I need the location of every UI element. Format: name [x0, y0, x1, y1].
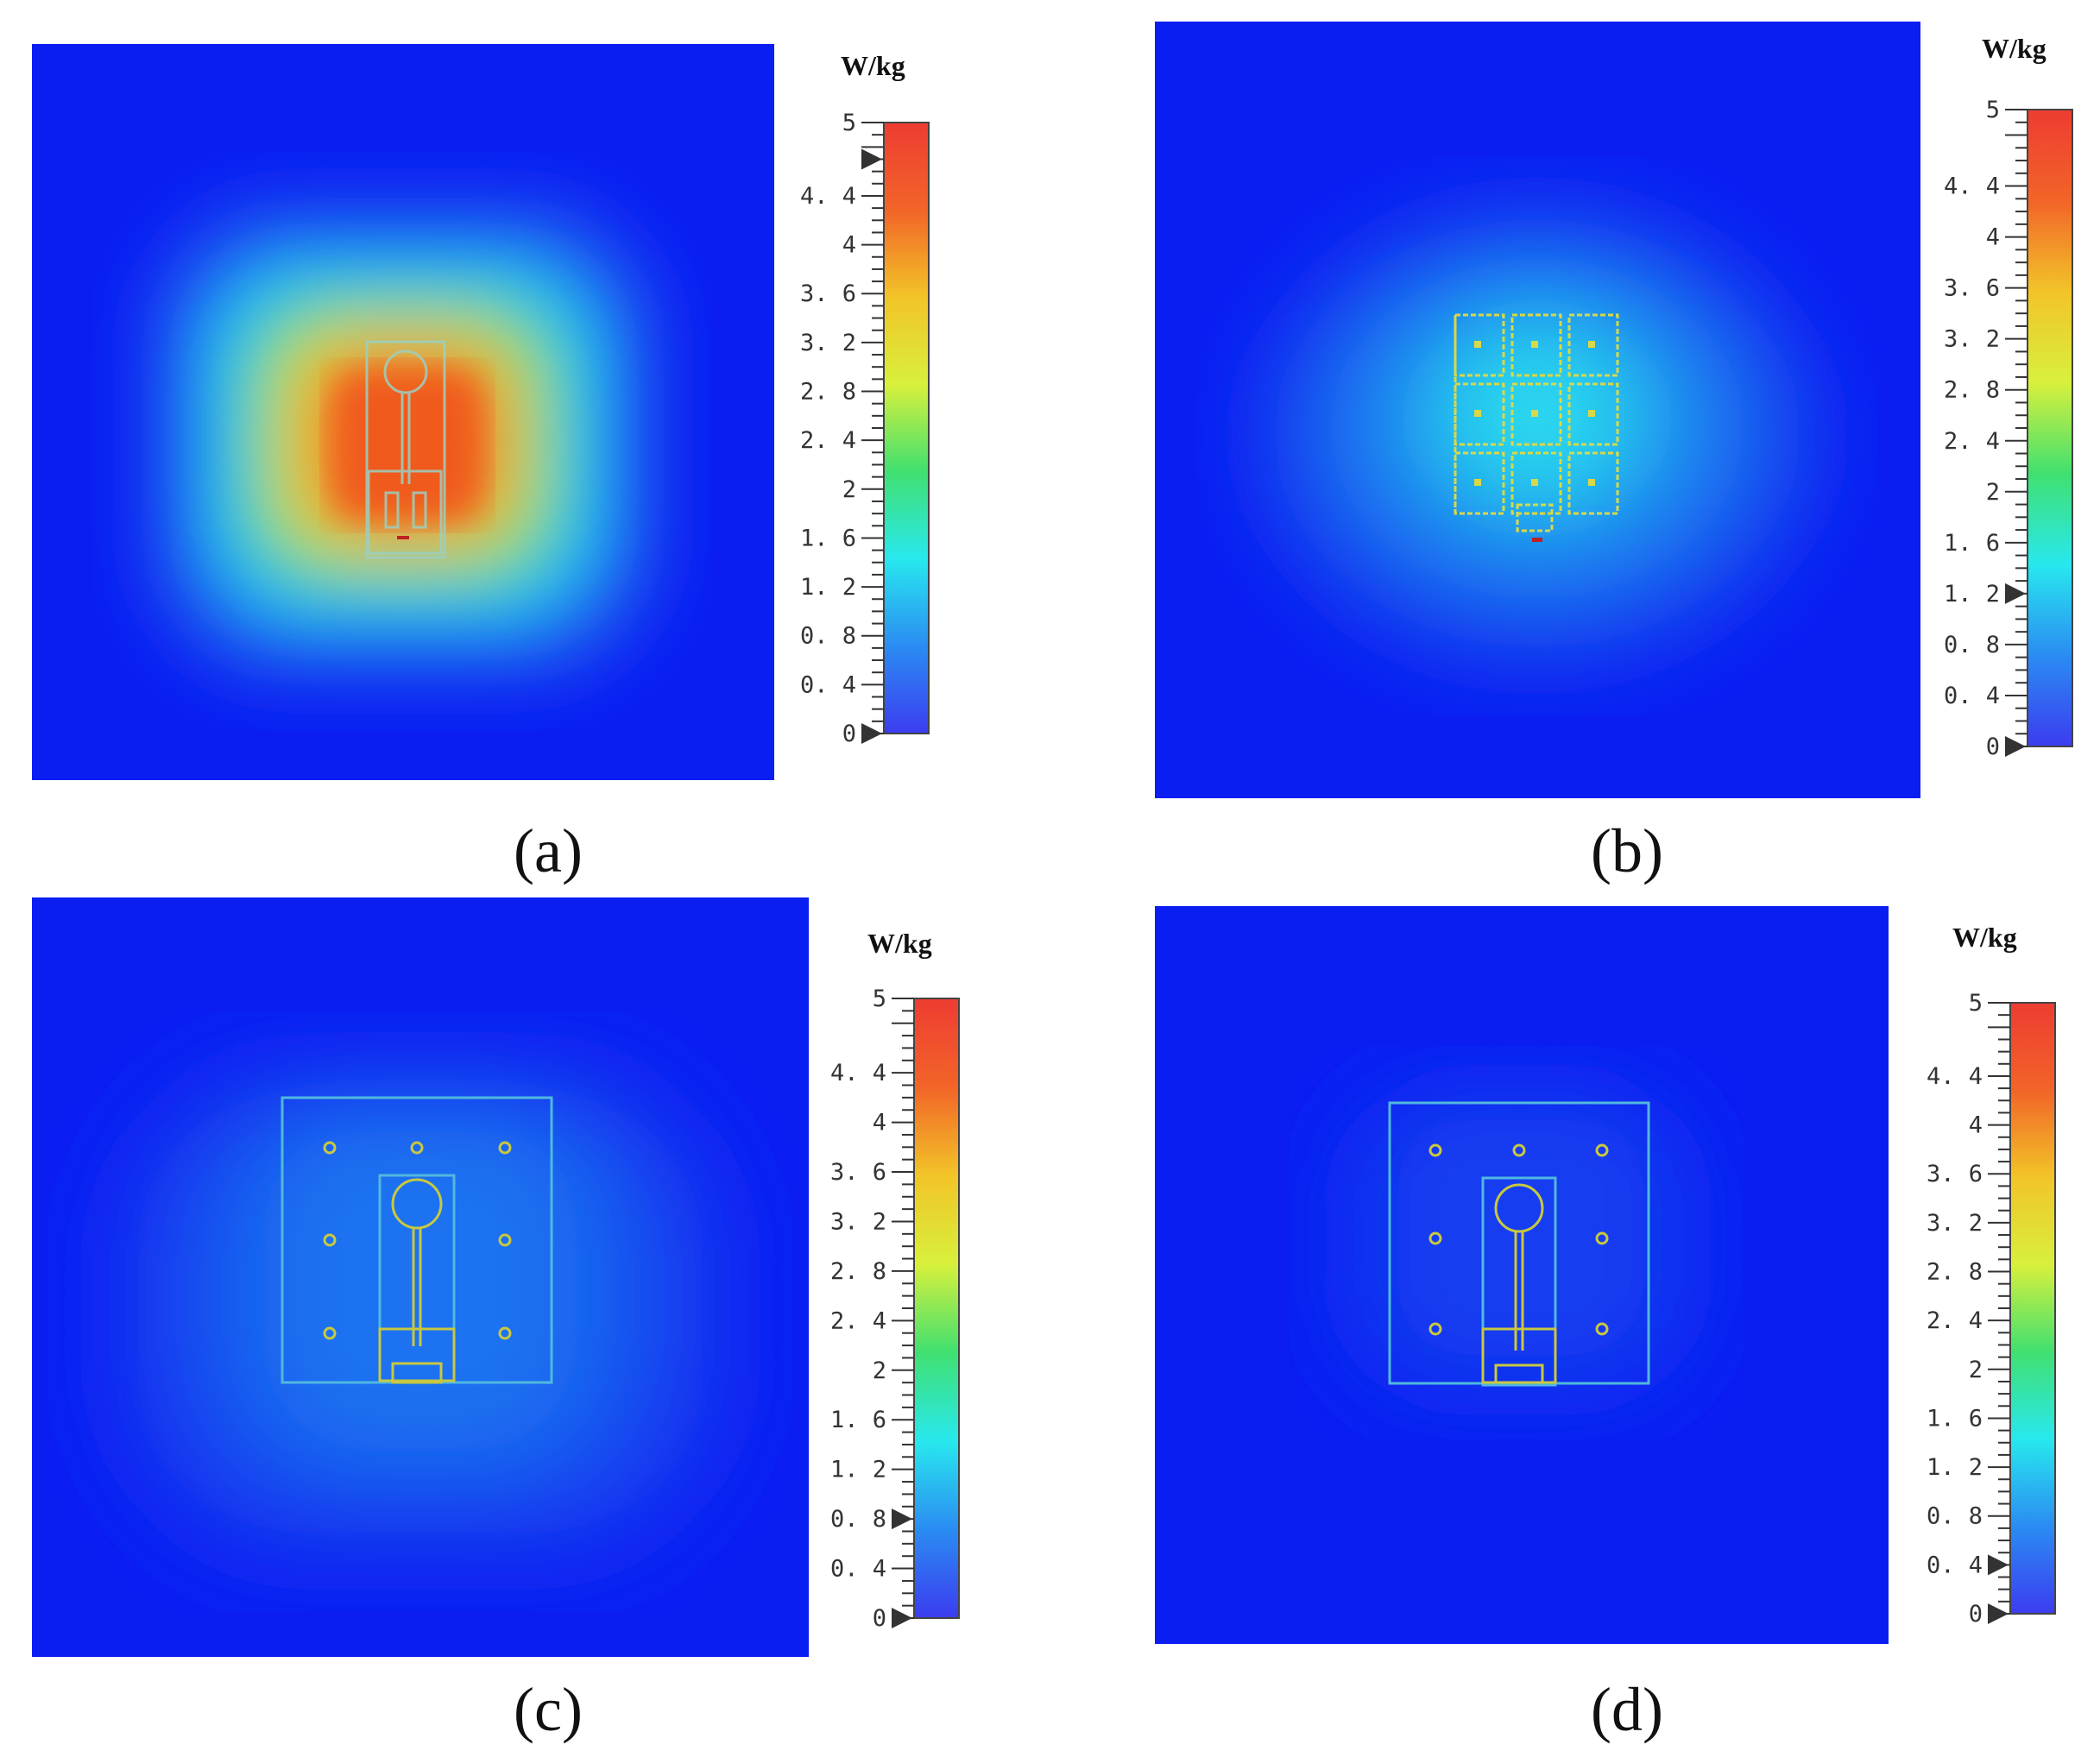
colorbar-tick-label: 2: [842, 476, 856, 503]
colorbar-tick-label: 0: [842, 721, 856, 747]
colorbar-tick-label: 4: [873, 1110, 886, 1137]
sar-map-c: [32, 897, 809, 1657]
antenna-array-outline-b: [1454, 313, 1619, 532]
colorbar-tick-label: 0. 4: [830, 1556, 886, 1583]
colorbar-tick-label: 0: [1986, 734, 2000, 760]
colorbar-tick-label: 2. 4: [1944, 428, 2000, 455]
colorbar-tick-label: 1. 6: [800, 525, 856, 551]
colorbar-tick-label: 3. 2: [800, 330, 856, 356]
unit-label-d: W/kg: [1952, 922, 2017, 953]
colorbar-gradient: [913, 998, 960, 1619]
colorbar-tick-label: 1. 2: [830, 1457, 886, 1483]
unit-label-c: W/kg: [867, 928, 932, 959]
caption-c: (c): [514, 1675, 583, 1744]
colorbar-tick-label: 4: [1986, 224, 2000, 251]
colorbar-tick-label: 1. 6: [1944, 530, 2000, 557]
sar-map-a: [32, 44, 774, 780]
colorbar-tick-label: 1. 6: [1927, 1405, 1983, 1432]
colorbar-d: 5 4. 4 4 3. 6 3. 2 2. 8 2. 4 2 1. 6 1. 2 0. 8 0. 4 0: [1927, 990, 2056, 1628]
colorbar-gradient: [2009, 1002, 2056, 1615]
colorbar-tick-label: 2. 4: [1927, 1307, 1983, 1334]
colorbar-marker: [861, 148, 882, 170]
colorbar-gradient: [2027, 109, 2073, 747]
caption-d: (d): [1591, 1675, 1663, 1744]
colorbar-marker: [2005, 583, 2026, 604]
colorbar-tick-label: 2. 4: [830, 1307, 886, 1334]
colorbar-tick-label: 2: [873, 1357, 886, 1384]
colorbar-tick-label: 3. 6: [800, 280, 856, 307]
colorbar-tick-label: 2. 8: [830, 1258, 886, 1285]
colorbar-c: 5 4. 4 4 3. 6 3. 2 2. 8 2. 4 2 1. 6 1. 2 0. 8 0. 4 0: [830, 986, 960, 1632]
colorbar-tick-label: 3. 2: [1944, 326, 2000, 353]
colorbar-tick-label: 5: [1986, 97, 2000, 123]
unit-label-b: W/kg: [1982, 33, 2046, 64]
colorbar-a: 5 4. 4 4 3. 6 3. 2 2. 8 2. 4 2 1. 6 1. 2 0. 8 0. 4 0: [800, 110, 930, 747]
colorbar-tick-label: 0. 4: [1944, 683, 2000, 709]
sar-map-d: [1155, 906, 1889, 1644]
colorbar-tick-label: 5: [842, 110, 856, 136]
colorbar-tick-label: 1. 2: [1927, 1454, 1983, 1481]
colorbar-tick-label: 3. 2: [1927, 1210, 1983, 1237]
colorbar-tick-label: 3. 6: [1944, 275, 2000, 302]
colorbar-tick-label: 3. 6: [830, 1159, 886, 1186]
unit-label-a: W/kg: [841, 50, 905, 81]
colorbar-b: 5 4. 4 4 3. 6 3. 2 2. 8 2. 4 2 1. 6 1. 2 0. 8 0. 4 0: [1944, 97, 2073, 760]
caption-b: (b): [1591, 816, 1663, 885]
caption-a: (a): [514, 816, 583, 885]
colorbar-tick-label: 0. 4: [1927, 1552, 1983, 1578]
sar-map-b: [1155, 22, 1920, 798]
colorbar-tick-label: 4. 4: [830, 1060, 886, 1086]
colorbar-tick-label: 0. 8: [1927, 1503, 1983, 1530]
colorbar-tick-label: 0. 8: [830, 1506, 886, 1533]
colorbar-tick-label: 2: [1986, 479, 2000, 506]
colorbar-tick-label: 2. 4: [800, 427, 856, 454]
colorbar-tick-label: 5: [873, 986, 886, 1012]
colorbar-tick-label: 5: [1969, 990, 1983, 1017]
colorbar-marker: [892, 1508, 912, 1530]
colorbar-tick-label: 1. 6: [830, 1407, 886, 1433]
colorbar-tick-label: 4. 4: [1944, 173, 2000, 200]
colorbar-tick-label: 0. 8: [800, 623, 856, 650]
colorbar-tick-label: 2. 8: [1927, 1259, 1983, 1286]
colorbar-marker: [1988, 1603, 2009, 1624]
colorbar-tick-label: 2: [1969, 1357, 1983, 1383]
colorbar-tick-label: 4. 4: [800, 183, 856, 210]
colorbar-tick-label: 4: [842, 232, 856, 259]
colorbar-marker: [2005, 736, 2026, 757]
colorbar-tick-label: 3. 6: [1927, 1161, 1983, 1187]
colorbar-tick-label: 0. 4: [800, 671, 856, 698]
colorbar-tick-label: 1. 2: [800, 574, 856, 601]
colorbar-tick-label: 0. 8: [1944, 632, 2000, 658]
colorbar-marker: [861, 723, 882, 744]
colorbar-tick-label: 4. 4: [1927, 1063, 1983, 1090]
colorbar-tick-label: 0: [1969, 1601, 1983, 1628]
colorbar-tick-label: 2. 8: [800, 379, 856, 406]
colorbar-tick-label: 0: [873, 1605, 886, 1632]
colorbar-marker: [1988, 1554, 2009, 1576]
colorbar-marker: [892, 1608, 912, 1628]
colorbar-tick-label: 3. 2: [830, 1208, 886, 1235]
colorbar-tick-label: 1. 2: [1944, 581, 2000, 608]
colorbar-tick-label: 4: [1969, 1112, 1983, 1139]
colorbar-tick-label: 2. 8: [1944, 377, 2000, 404]
colorbar-gradient: [883, 122, 930, 734]
antenna-outline-a: [365, 340, 446, 559]
